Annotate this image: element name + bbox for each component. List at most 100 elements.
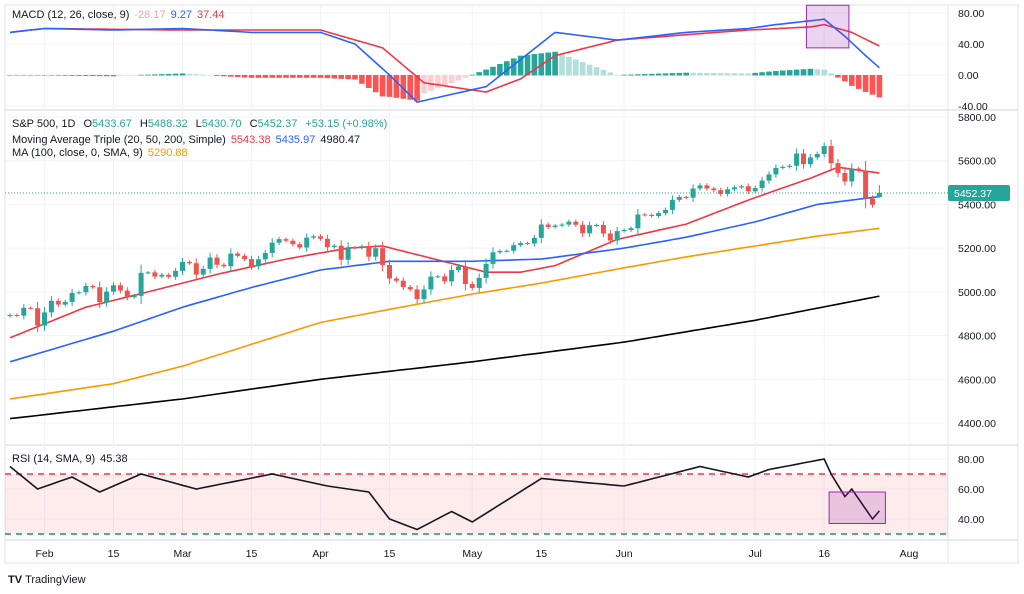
macd-histogram-bar xyxy=(600,69,607,76)
tradingview-logo[interactable]: TV TradingView xyxy=(8,574,86,586)
macd-histogram-bar xyxy=(704,72,710,76)
candle-body xyxy=(269,242,275,253)
candle-body xyxy=(138,272,144,296)
candle-body xyxy=(48,300,54,313)
candle-body xyxy=(545,224,551,227)
macd-histogram-bar xyxy=(214,75,220,76)
candle-body xyxy=(28,307,34,309)
macd-histogram-bar xyxy=(510,58,517,76)
macd-histogram-bar xyxy=(152,74,158,76)
macd-histogram-bar xyxy=(297,75,303,78)
candle-body xyxy=(876,192,882,198)
candle-body xyxy=(345,247,351,260)
rsi-band-fill xyxy=(5,474,948,534)
macd-histogram-bar xyxy=(807,68,814,76)
macd-histogram-bar xyxy=(462,75,469,78)
candle-body xyxy=(518,243,524,246)
candle-body xyxy=(407,287,413,290)
candle-body xyxy=(42,312,47,326)
macd-histogram-bar xyxy=(103,75,110,77)
macd-histogram-bar xyxy=(731,73,738,76)
macd-histogram-bar xyxy=(552,51,558,76)
y-tick-label: -40.00 xyxy=(958,101,988,113)
last-price-tag-label: 5452.37 xyxy=(954,188,992,200)
ma100-label: MA (100, close, 0, SMA, 9) xyxy=(12,147,143,159)
macd-histogram-bar xyxy=(276,75,282,78)
ma100-legend: MA (100, close, 0, SMA, 9) 5290.88 xyxy=(12,147,193,159)
candle-body xyxy=(469,283,475,288)
ma-triple-label: Moving Average Triple (20, 50, 200, Simp… xyxy=(12,134,226,146)
macd-histogram-bar xyxy=(614,75,620,76)
candle-body xyxy=(580,224,586,234)
candle-body xyxy=(7,315,13,317)
macd-histogram-bar xyxy=(7,75,13,76)
candle-body xyxy=(145,272,151,274)
ma50-value: 5435.97 xyxy=(275,134,316,146)
change-value: +53.15 (+0.98%) xyxy=(305,118,388,130)
y-tick-label: 40.00 xyxy=(958,514,984,526)
candle-body xyxy=(180,261,185,271)
candle-body xyxy=(669,199,675,210)
macd-histogram-bar xyxy=(186,73,193,76)
candle-body xyxy=(435,276,441,278)
candle-body xyxy=(318,236,323,239)
macd-hist-value: -28.17 xyxy=(134,9,166,21)
candle-body xyxy=(200,268,206,275)
macd-histogram-bar xyxy=(724,73,731,76)
candle-body xyxy=(738,186,744,188)
y-tick-label: 5800.00 xyxy=(958,112,996,124)
candle-body xyxy=(456,266,461,270)
macd-histogram-bar xyxy=(262,75,269,78)
candle-body xyxy=(656,213,662,217)
macd-histogram-bar xyxy=(407,75,413,100)
macd-histogram-bar xyxy=(800,69,807,76)
ma200-line xyxy=(9,295,880,420)
macd-histogram-bar xyxy=(876,75,883,98)
macd-histogram-bar xyxy=(559,54,565,76)
open-value: 5433.67 xyxy=(92,118,132,130)
y-tick-label: 4800.00 xyxy=(958,331,996,343)
macd-histogram-bar xyxy=(34,75,41,76)
candle-body xyxy=(635,214,641,229)
macd-histogram-bar xyxy=(69,75,75,76)
candle-body xyxy=(311,236,317,238)
macd-histogram-bar xyxy=(269,75,275,78)
macd-histogram-bar xyxy=(386,75,393,97)
y-tick-label: 4400.00 xyxy=(958,418,996,430)
candle-body xyxy=(780,166,786,168)
candle-body xyxy=(35,308,41,326)
macd-histogram-bar xyxy=(766,71,772,76)
macd-histogram-bar xyxy=(586,64,593,76)
candle-body xyxy=(607,233,613,241)
macd-histogram-bar xyxy=(131,75,137,76)
macd-histogram-bar xyxy=(96,75,103,77)
macd-histogram-bar xyxy=(117,75,124,77)
candle-body xyxy=(704,185,710,189)
macd-histogram-bar xyxy=(842,75,848,82)
y-tick-label: 5200.00 xyxy=(958,243,996,255)
macd-histogram-bar xyxy=(200,74,206,76)
candle-body xyxy=(732,187,737,190)
candle-body xyxy=(828,146,834,164)
rsi-legend: RSI (14, SMA, 9) 45.38 xyxy=(12,453,133,465)
candle-body xyxy=(62,301,68,305)
candle-body xyxy=(538,224,544,238)
candle-body xyxy=(331,245,337,248)
last-price-tag xyxy=(948,184,1010,201)
macd-legend: MACD (12, 26, close, 9) -28.17 9.27 37.44 xyxy=(12,9,230,21)
candle-body xyxy=(787,165,793,167)
macd-histogram-bar xyxy=(331,75,338,79)
macd-histogram-bar xyxy=(345,75,351,80)
symbol-label: S&P 500, 1D xyxy=(12,118,76,130)
candle-body xyxy=(193,263,199,275)
macd-histogram-bar xyxy=(172,73,179,76)
candle-body xyxy=(745,186,751,192)
macd-histogram-bar xyxy=(324,75,331,79)
candle-body xyxy=(462,266,468,284)
y-tick-label: 5600.00 xyxy=(958,156,996,168)
candle-body xyxy=(587,225,593,234)
macd-histogram-bar xyxy=(393,75,400,98)
candle-body xyxy=(173,270,179,277)
candle-body xyxy=(552,225,558,227)
